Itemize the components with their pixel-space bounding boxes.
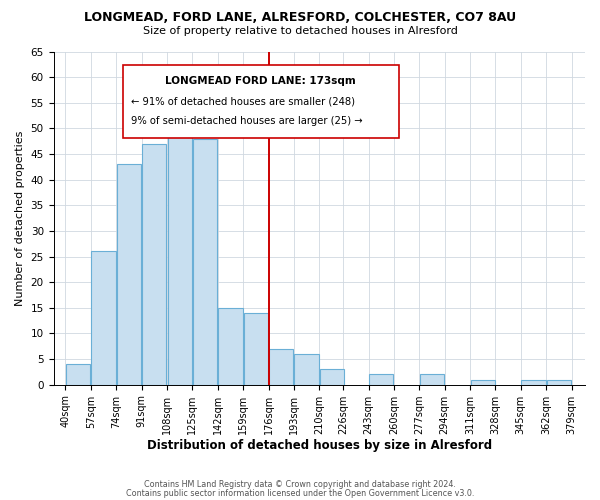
Bar bbox=[142, 144, 166, 384]
Text: Size of property relative to detached houses in Alresford: Size of property relative to detached ho… bbox=[143, 26, 457, 36]
FancyBboxPatch shape bbox=[122, 65, 399, 138]
Bar bbox=[117, 164, 141, 384]
Text: Contains public sector information licensed under the Open Government Licence v3: Contains public sector information licen… bbox=[126, 489, 474, 498]
Bar bbox=[91, 252, 116, 384]
X-axis label: Distribution of detached houses by size in Alresford: Distribution of detached houses by size … bbox=[147, 440, 492, 452]
Bar bbox=[521, 380, 545, 384]
Bar bbox=[470, 380, 495, 384]
Text: 9% of semi-detached houses are larger (25) →: 9% of semi-detached houses are larger (2… bbox=[131, 116, 362, 126]
Bar bbox=[369, 374, 394, 384]
Bar bbox=[218, 308, 242, 384]
Bar bbox=[193, 138, 217, 384]
Bar bbox=[547, 380, 571, 384]
Bar bbox=[244, 313, 268, 384]
Bar bbox=[420, 374, 444, 384]
Bar bbox=[295, 354, 319, 384]
Bar bbox=[269, 349, 293, 384]
Text: ← 91% of detached houses are smaller (248): ← 91% of detached houses are smaller (24… bbox=[131, 96, 355, 106]
Bar bbox=[66, 364, 90, 384]
Text: LONGMEAD, FORD LANE, ALRESFORD, COLCHESTER, CO7 8AU: LONGMEAD, FORD LANE, ALRESFORD, COLCHEST… bbox=[84, 11, 516, 24]
Bar bbox=[320, 370, 344, 384]
Bar bbox=[167, 113, 192, 384]
Text: LONGMEAD FORD LANE: 173sqm: LONGMEAD FORD LANE: 173sqm bbox=[166, 76, 356, 86]
Y-axis label: Number of detached properties: Number of detached properties bbox=[15, 130, 25, 306]
Text: Contains HM Land Registry data © Crown copyright and database right 2024.: Contains HM Land Registry data © Crown c… bbox=[144, 480, 456, 489]
